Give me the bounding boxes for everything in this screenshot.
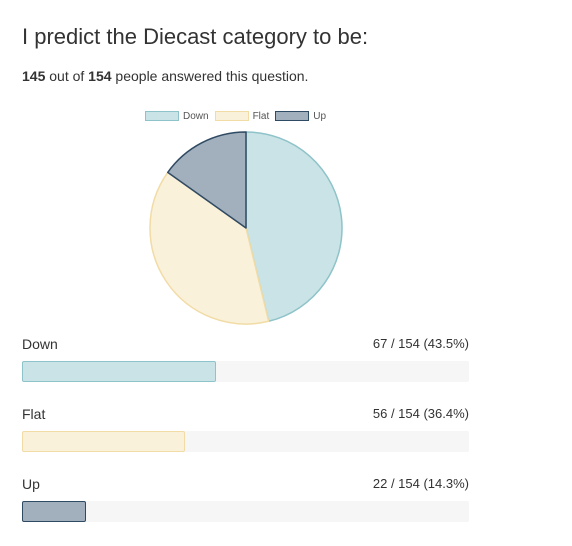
pie-slice-down[interactable]	[245, 131, 343, 323]
legend-item-up[interactable]: Up	[275, 111, 326, 122]
result-bar-up	[22, 501, 86, 522]
result-value-up: 22 / 154 (14.3%)	[372, 476, 469, 491]
result-value-flat: 56 / 154 (36.4%)	[372, 406, 469, 421]
total-count: 154	[88, 68, 112, 84]
result-value-down: 67 / 154 (43.5%)	[372, 336, 469, 351]
pie-slice-flat[interactable]	[149, 171, 270, 325]
legend-swatch-flat	[214, 111, 249, 121]
result-bar-track-up	[22, 501, 469, 522]
legend-swatch-down	[145, 111, 179, 121]
result-row-down: Down 67 / 154 (43.5%)	[22, 336, 469, 396]
pie-slice-up[interactable]	[166, 131, 247, 229]
result-bar-flat	[22, 431, 185, 452]
summary-middle: out of	[45, 68, 89, 84]
pie-chart	[149, 131, 343, 325]
result-label-up: Up	[22, 476, 40, 492]
result-bar-track-flat	[22, 431, 469, 452]
summary-suffix: people answered this question.	[111, 68, 309, 84]
result-bar-down	[22, 361, 216, 382]
response-summary: 145 out of 154 people answered this ques…	[22, 68, 308, 84]
chart-legend: Down Flat Up	[145, 109, 332, 123]
result-label-flat: Flat	[22, 406, 46, 422]
result-bar-track-down	[22, 361, 469, 382]
legend-item-flat[interactable]: Flat	[214, 110, 270, 122]
legend-label-flat: Flat	[252, 110, 270, 122]
legend-swatch-up	[275, 111, 310, 121]
result-label-down: Down	[22, 336, 58, 352]
result-row-flat: Flat 56 / 154 (36.4%)	[22, 406, 469, 466]
legend-label-down: Down	[183, 110, 209, 122]
result-row-up: Up 22 / 154 (14.3%)	[22, 476, 469, 536]
answered-count: 145	[22, 68, 46, 84]
legend-label-up: Up	[313, 110, 327, 122]
legend-item-down[interactable]: Down	[145, 111, 209, 122]
question-title: I predict the Diecast category to be:	[22, 24, 369, 49]
